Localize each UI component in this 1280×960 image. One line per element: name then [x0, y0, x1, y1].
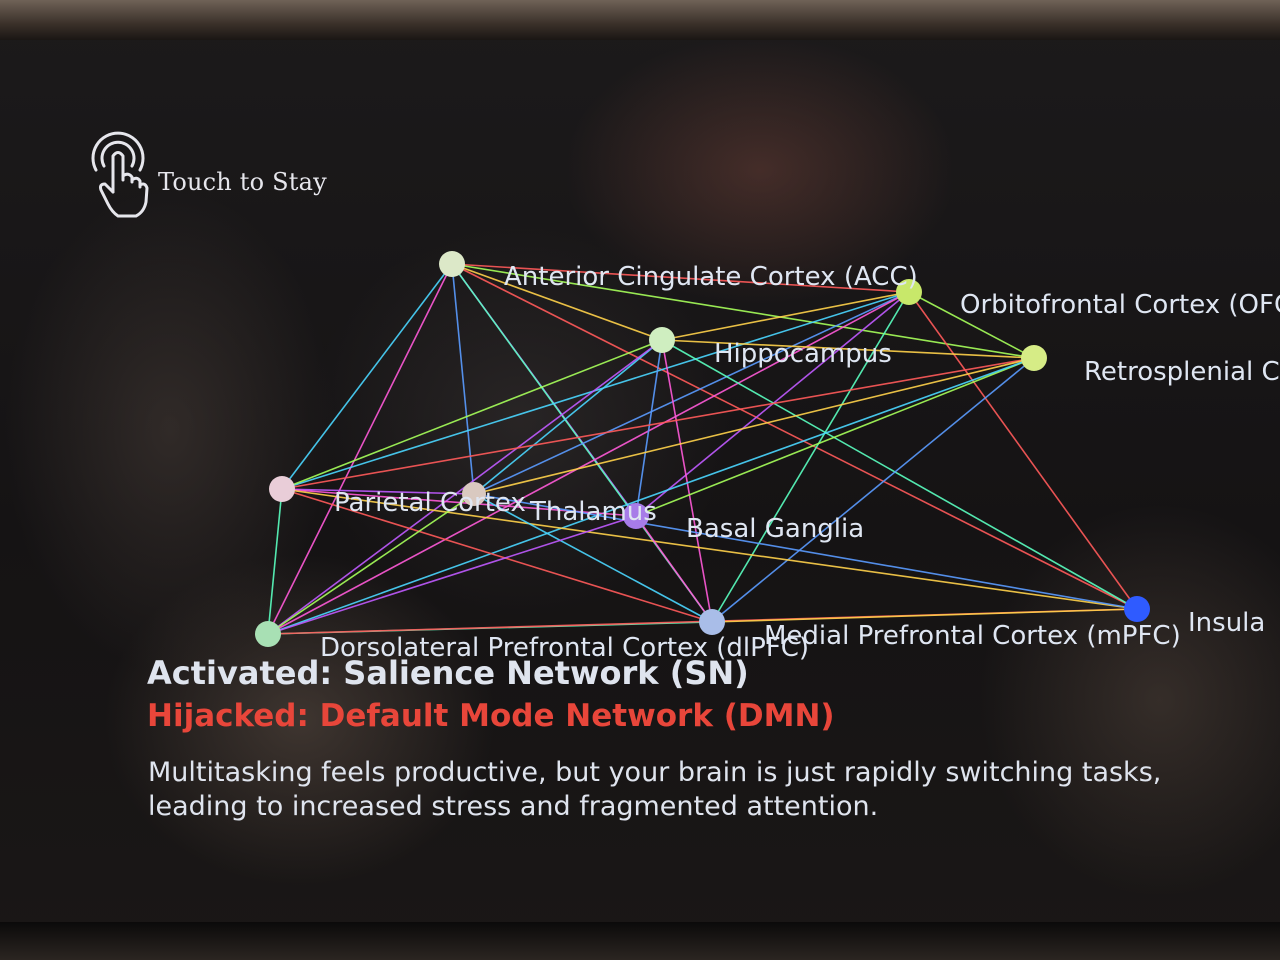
touch-to-stay-button[interactable]: Touch to Stay [82, 130, 327, 220]
edge-parietal-mpfc [281, 488, 713, 623]
edge-rsc-thalamus [473, 357, 1035, 495]
edge-parietal-insula [281, 488, 1138, 610]
node-thalamus [462, 482, 486, 506]
edge-acc-ofc [451, 263, 910, 293]
edge-bg-dlpfc [267, 515, 637, 635]
node-label-dlpfc: Dorsolateral Prefrontal Cortex (dlPFC) [320, 633, 809, 663]
edge-parietal-thalamus [281, 488, 475, 495]
node-parietal [269, 476, 295, 502]
node-label-insula: Insula [1188, 608, 1265, 638]
edge-rsc-parietal [281, 357, 1035, 490]
edge-rsc-dlpfc [267, 357, 1035, 635]
edge-ofc-rsc [908, 291, 1035, 359]
edge-acc-parietal [281, 263, 453, 490]
edge-rsc-bg [635, 357, 1035, 517]
node-label-mpfc: Medial Prefrontal Cortex (mPFC) [764, 621, 1181, 651]
node-acc [439, 251, 465, 277]
network-labels: Anterior Cingulate Cortex (ACC) Orbitofro… [320, 262, 1280, 663]
description-line-2: leading to increased stress and fragment… [148, 791, 879, 822]
edge-acc-hippo [451, 263, 663, 341]
edge-ofc-insula [908, 291, 1138, 610]
edge-hippo-mpfc [661, 339, 713, 623]
edge-hippo-thalamus [473, 339, 663, 495]
node-label-acc: Anterior Cingulate Cortex (ACC) [504, 262, 918, 292]
node-label-rsc: Retrosplenial Cortex [1084, 357, 1280, 387]
edge-rsc-mpfc [711, 357, 1035, 623]
edge-thalamus-dlpfc [267, 493, 475, 635]
top-bezel [0, 0, 1280, 40]
description-text: Multitasking feels productive, but your … [148, 756, 1280, 824]
node-label-hippo: Hippocampus [714, 339, 892, 369]
edge-hippo-parietal [281, 339, 663, 490]
edge-ofc-dlpfc [267, 291, 910, 635]
node-dlpfc [255, 621, 281, 647]
node-label-ofc: Orbitofrontal Cortex (OFC) [960, 290, 1280, 320]
edge-ofc-mpfc [711, 291, 910, 623]
node-mpfc [699, 609, 725, 635]
node-insula [1124, 596, 1150, 622]
node-bg [623, 503, 649, 529]
edge-mpfc-insula [711, 608, 1138, 623]
edge-acc-rsc [451, 263, 1035, 359]
edge-acc-dlpfc [267, 263, 453, 635]
edge-hippo-bg [635, 339, 663, 517]
node-label-bg: Basal Ganglia [686, 514, 864, 544]
network-nodes [255, 251, 1150, 647]
edge-ofc-thalamus [473, 291, 910, 495]
hijacked-network-text: Hijacked: Default Mode Network (DMN) [147, 698, 835, 734]
node-label-parietal: Parietal Cortex [334, 488, 526, 518]
bottom-bezel [0, 922, 1280, 960]
node-hippo [649, 327, 675, 353]
edge-hippo-insula [661, 339, 1138, 610]
edge-ofc-hippo [661, 291, 910, 341]
node-rsc [1021, 345, 1047, 371]
touch-to-stay-label: Touch to Stay [158, 168, 327, 196]
node-label-thalamus: Thalamus [529, 497, 657, 527]
edge-bg-mpfc [635, 515, 713, 623]
edge-thalamus-mpfc [473, 493, 713, 623]
edge-parietal-dlpfc [267, 488, 283, 635]
description-line-1: Multitasking feels productive, but your … [148, 757, 1162, 788]
edge-thalamus-insula [473, 493, 1138, 610]
node-ofc [896, 279, 922, 305]
touch-hand-icon [91, 131, 149, 218]
edge-hippo-rsc [661, 339, 1035, 359]
edge-acc-insula [451, 263, 1138, 610]
activated-network-text: Activated: Salience Network (SN) [147, 654, 749, 692]
